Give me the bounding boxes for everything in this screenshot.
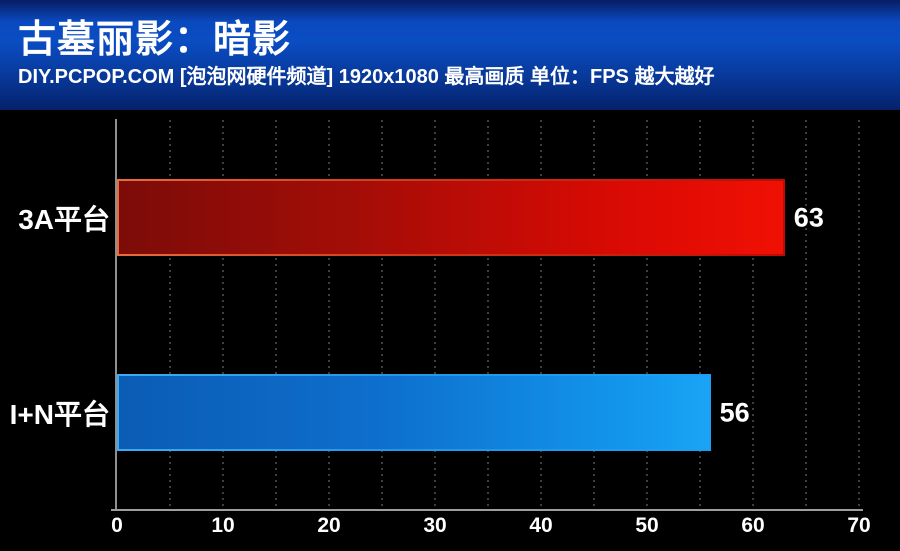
value-label-red: 63 [793, 202, 824, 232]
x-tick-30: 30 [423, 514, 447, 537]
gridline-30 [434, 120, 436, 510]
x-tick-0: 0 [111, 514, 123, 537]
bar-fill-blue [119, 376, 709, 449]
chart-title: 古墓丽影：暗影 [18, 19, 292, 61]
gridline-60 [752, 120, 754, 510]
gridline-55 [699, 120, 701, 510]
x-axis-line [111, 509, 863, 511]
gridline-20 [328, 120, 330, 510]
gridline-25 [381, 120, 383, 510]
chart-subtitle: DIY.PCPOP.COM [泡泡网硬件频道] 1920x1080 最高画质 单… [18, 66, 715, 88]
x-tick-70: 70 [847, 514, 871, 537]
x-tick-60: 60 [741, 514, 765, 537]
x-tick-40: 40 [529, 514, 553, 537]
plot-area: 63 56 [117, 120, 860, 510]
bar-red [117, 179, 785, 256]
x-tick-10: 10 [211, 514, 235, 537]
gridline-45 [593, 120, 595, 510]
bar-fill-red [119, 181, 783, 254]
gridline-35 [487, 120, 489, 510]
x-tick-50: 50 [635, 514, 659, 537]
gridline-50 [646, 120, 648, 510]
gridline-15 [275, 120, 277, 510]
category-label-2: I+N平台 [9, 398, 110, 430]
value-label-blue: 56 [719, 397, 750, 427]
gridline-40 [540, 120, 542, 510]
gridline-70 [858, 120, 860, 510]
y-axis-line [115, 119, 117, 511]
gridline-5 [169, 120, 171, 510]
gridline-10 [222, 120, 224, 510]
category-label-1: 3A平台 [18, 203, 110, 235]
bar-blue [117, 374, 711, 451]
chart-header: 古墓丽影：暗影 DIY.PCPOP.COM [泡泡网硬件频道] 1920x108… [0, 0, 900, 110]
gridline-65 [805, 120, 807, 510]
x-tick-20: 20 [317, 514, 341, 537]
